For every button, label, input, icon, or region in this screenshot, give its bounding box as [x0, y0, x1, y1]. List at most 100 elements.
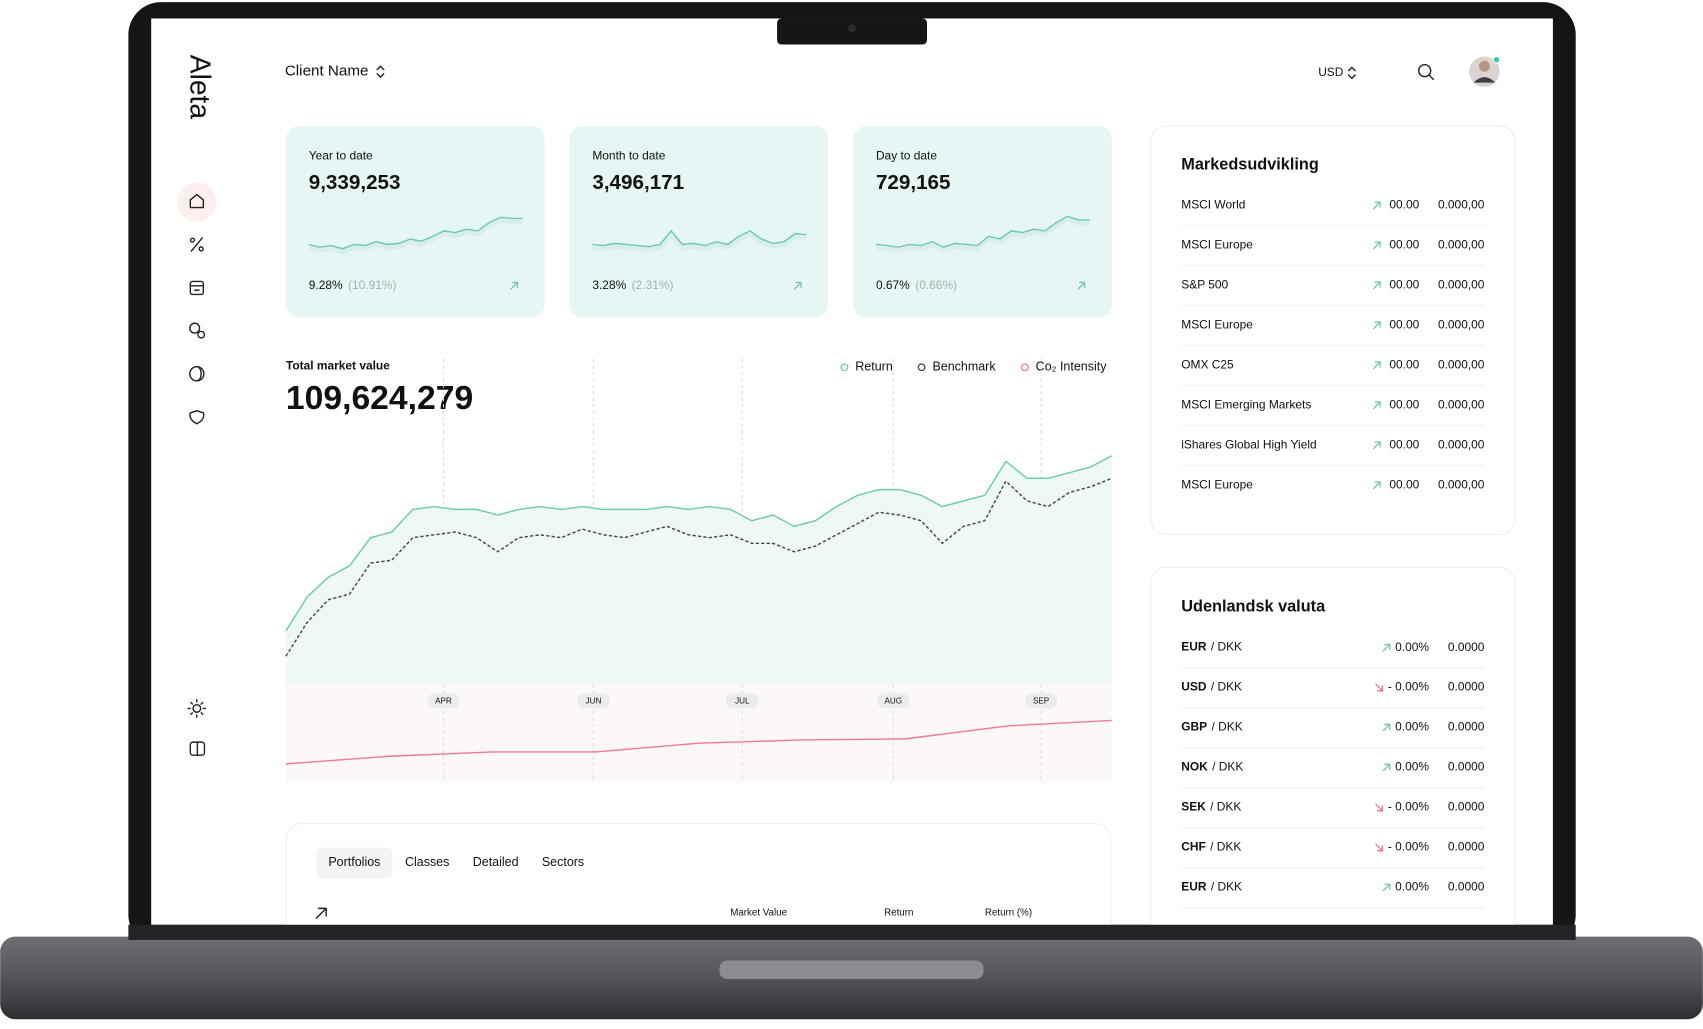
- currency-quote: / DKK: [1211, 880, 1242, 894]
- market-value: 0.000,00: [1438, 277, 1485, 291]
- currency-value: 0.0000: [1448, 720, 1485, 734]
- tab[interactable]: Detailed: [473, 855, 519, 869]
- market-value: 0.000,00: [1438, 357, 1485, 371]
- nav-shield[interactable]: [189, 410, 205, 425]
- kpi-value: 729,165: [876, 171, 951, 194]
- kpi-change-alt: (2.31%): [632, 278, 674, 292]
- nav-assets[interactable]: [189, 322, 206, 339]
- month-pill: [577, 693, 610, 709]
- theme-toggle[interactable]: [187, 699, 207, 718]
- currency-title: Udenlandsk valuta: [1181, 598, 1326, 616]
- month-pill: [877, 693, 910, 709]
- kpi-change-value: 3.28%: [592, 278, 626, 292]
- market-value: 0.000,00: [1438, 198, 1485, 212]
- currency-card: [1150, 566, 1516, 925]
- currency-chevron[interactable]: [1347, 66, 1356, 79]
- trend-arrow: [1375, 803, 1384, 812]
- currency-value: 0.0000: [1448, 840, 1485, 854]
- kpi-arrow: [510, 281, 519, 290]
- column-header: Return: [884, 907, 913, 918]
- sparkline-shadow: [308, 218, 523, 255]
- currency-base: USD: [1181, 680, 1207, 694]
- month-pill: [1024, 693, 1058, 709]
- market-name: S&P 500: [1181, 277, 1228, 291]
- market-value: 0.000,00: [1438, 477, 1485, 491]
- search-button[interactable]: [1417, 63, 1435, 81]
- currency-quote: / DKK: [1210, 840, 1241, 854]
- currency-quote: / DKK: [1210, 800, 1241, 814]
- nav-esg[interactable]: [189, 366, 205, 382]
- logo: Aleta: [184, 55, 216, 120]
- currency-change: - 0.00%: [1388, 680, 1430, 694]
- currency-quote: / DKK: [1211, 680, 1242, 694]
- market-name: MSCI Emerging Markets: [1181, 397, 1311, 411]
- market-name: MSCI Europe: [1181, 477, 1253, 491]
- layout-toggle[interactable]: [189, 741, 206, 756]
- currency-selector[interactable]: USD: [1318, 65, 1344, 79]
- sparkline: [592, 229, 807, 248]
- nav-calendar[interactable]: [189, 280, 205, 296]
- currency-pair: CHF / DKK: [1181, 840, 1241, 854]
- legend-marker: [917, 363, 926, 372]
- active-tab-bg: [316, 847, 393, 880]
- currency-base: SEK: [1181, 800, 1206, 814]
- trend-arrow: [1375, 683, 1384, 692]
- client-selector[interactable]: Client Name: [285, 63, 369, 80]
- expand-icon[interactable]: [315, 907, 327, 919]
- series-line: [285, 477, 1113, 657]
- return-area: [285, 455, 1112, 685]
- client-chevron[interactable]: [376, 65, 385, 78]
- trend-arrow: [1372, 321, 1381, 330]
- tab[interactable]: Portfolios: [328, 855, 380, 869]
- currency-value: 0.0000: [1448, 760, 1485, 774]
- kpi-change: 3.28% (2.31%): [592, 278, 673, 292]
- currency-quote: / DKK: [1211, 640, 1242, 654]
- currency-value: 0.0000: [1448, 680, 1485, 694]
- kpi-value: 3,496,171: [592, 171, 684, 194]
- month-label: JUN: [586, 697, 602, 706]
- trend-arrow: [1375, 843, 1384, 852]
- currency-change: - 0.00%: [1388, 840, 1430, 854]
- trend-arrow: [1372, 481, 1381, 490]
- trend-arrow: [1372, 361, 1381, 370]
- kpi-card: [285, 126, 545, 318]
- sparkline-shadow: [592, 230, 807, 253]
- column-header: Market Value: [730, 907, 787, 918]
- market-value: 0.000,00: [1438, 317, 1485, 331]
- markets-title: Markedsudvikling: [1181, 155, 1319, 173]
- currency-value: 0.0000: [1448, 640, 1485, 654]
- nav-home[interactable]: [189, 193, 205, 209]
- kpi-title: Month to date: [592, 149, 665, 163]
- currency-quote: / DKK: [1212, 720, 1243, 734]
- trackpad-notch: [719, 960, 984, 980]
- market-value: 0.000,00: [1438, 238, 1485, 252]
- month-label: AUG: [885, 697, 903, 706]
- sparkline: [875, 215, 1091, 248]
- market-change: 00.00: [1389, 277, 1419, 291]
- trend-arrow: [1382, 763, 1391, 772]
- column-header: Return (%): [985, 907, 1032, 918]
- kpi-arrow: [1077, 281, 1086, 290]
- currency-change: 0.00%: [1395, 760, 1429, 774]
- kpi-change-value: 9.28%: [309, 278, 343, 292]
- chart-title: Total market value: [286, 358, 390, 372]
- nav-active-bg: [177, 182, 217, 222]
- month-pill: [725, 693, 759, 709]
- kpi-arrow: [793, 281, 802, 290]
- month-label: APR: [435, 697, 452, 706]
- kpi-title: Year to date: [309, 149, 373, 163]
- currency-pair: USD / DKK: [1181, 680, 1242, 694]
- trend-arrow: [1372, 401, 1381, 410]
- currency-pair: EUR / DKK: [1181, 880, 1242, 894]
- kpi-change-alt: (10.91%): [348, 278, 396, 292]
- tab[interactable]: Classes: [405, 855, 449, 869]
- market-change: 00.00: [1389, 437, 1419, 451]
- market-change: 00.00: [1389, 477, 1419, 491]
- hinge: [128, 924, 1576, 940]
- market-name: iShares Global High Yield: [1181, 437, 1316, 451]
- currency-change: 0.00%: [1395, 720, 1429, 734]
- tab[interactable]: Sectors: [542, 855, 584, 869]
- nav-percent[interactable]: [189, 237, 204, 252]
